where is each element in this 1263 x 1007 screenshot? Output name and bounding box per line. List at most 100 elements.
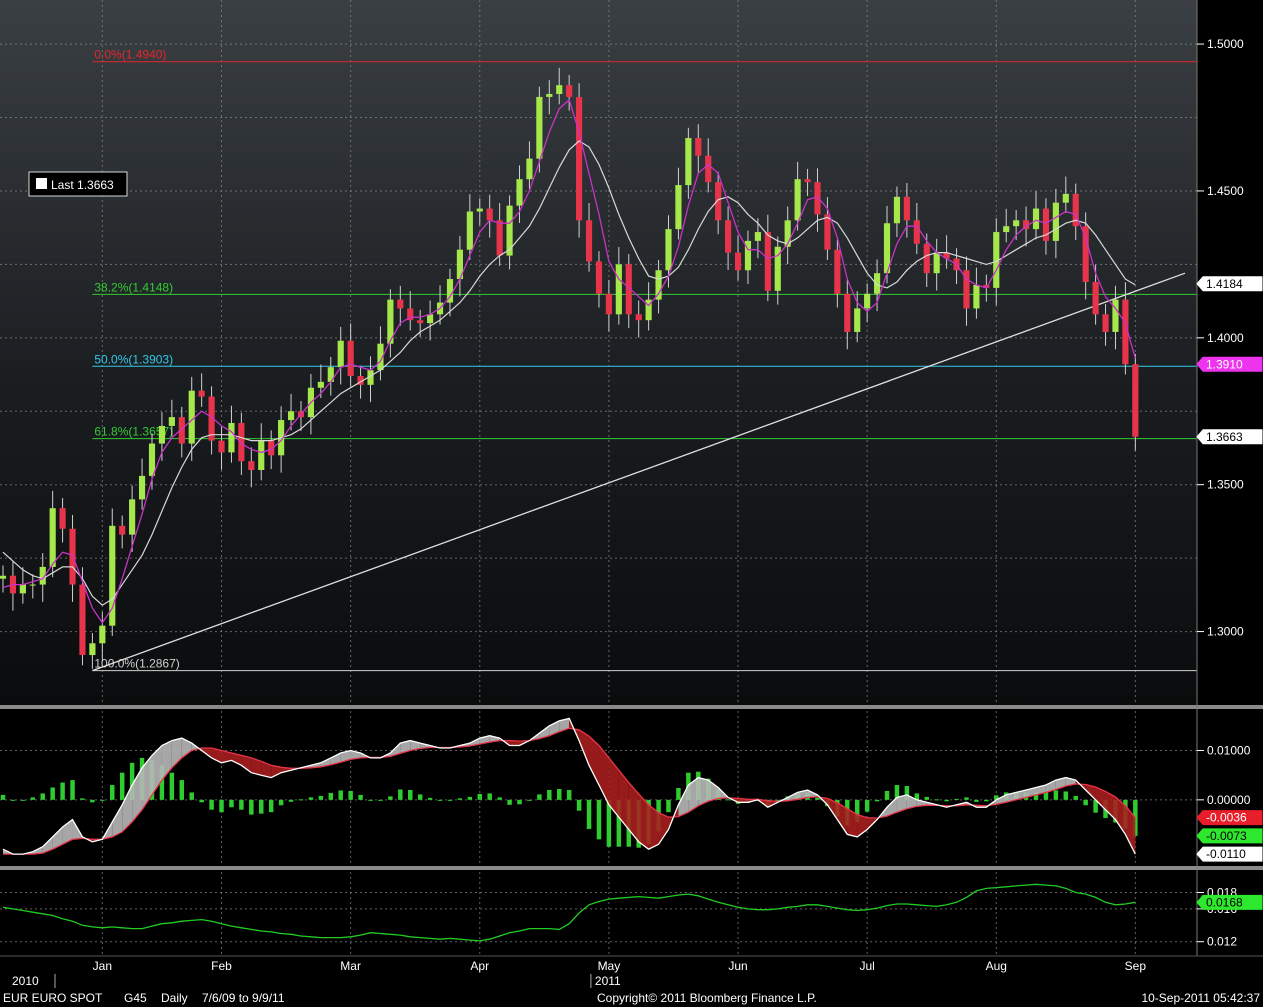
macd-ribbon-segment bbox=[251, 757, 262, 776]
macd-histogram-bar bbox=[507, 799, 512, 805]
candle-body bbox=[526, 158, 533, 180]
macd-histogram-bar bbox=[60, 782, 65, 800]
candle-body bbox=[824, 214, 831, 250]
macd-histogram-bar bbox=[427, 797, 433, 800]
y-value-tag bbox=[1196, 846, 1263, 862]
y-value-tag-label: 1.3663 bbox=[1206, 430, 1243, 444]
legend-box: Last 1.3663 bbox=[28, 171, 128, 197]
footer-period: Daily bbox=[161, 991, 188, 1005]
fib-label: 38.2%(1.4148) bbox=[94, 280, 173, 294]
macd-histogram-bar bbox=[904, 786, 910, 800]
candle-body bbox=[685, 138, 692, 186]
macd-histogram-bar bbox=[1093, 799, 1098, 813]
macd-ribbon-segment bbox=[638, 793, 649, 850]
macd-histogram-bar bbox=[457, 798, 463, 800]
candle-body bbox=[635, 314, 642, 321]
candle-body bbox=[893, 196, 901, 224]
y-tick-label: 1.4500 bbox=[1207, 184, 1244, 198]
volatility-line bbox=[2, 883, 1136, 942]
macd-histogram-bar bbox=[944, 799, 949, 802]
macd-ribbon-segment bbox=[887, 797, 897, 817]
macd-ribbon-segment bbox=[211, 748, 222, 763]
x-month-label: Jun bbox=[728, 959, 747, 973]
macd-histogram-bar bbox=[487, 793, 492, 800]
footer-security: EUR EURO SPOT bbox=[3, 991, 103, 1005]
y-tick-label: 1.3000 bbox=[1207, 625, 1244, 639]
macd-ribbon-segment bbox=[142, 755, 152, 810]
candle-body bbox=[516, 179, 523, 206]
macd-ribbon-segment bbox=[330, 752, 341, 765]
candle-body bbox=[1032, 208, 1040, 230]
macd-histogram-bar bbox=[517, 799, 522, 805]
candle-body bbox=[784, 220, 791, 247]
macd-histogram-bar bbox=[606, 799, 612, 847]
candle-body bbox=[963, 270, 970, 309]
macd-ribbon-segment bbox=[678, 785, 689, 817]
macd-histogram-bar bbox=[725, 799, 731, 801]
macd-histogram-bar bbox=[984, 799, 989, 802]
y-value-tag bbox=[1196, 894, 1263, 910]
candle-body bbox=[119, 525, 126, 535]
legend-label: Last 1.3663 bbox=[51, 178, 114, 192]
candle-body bbox=[476, 208, 483, 212]
macd-histogram-bar bbox=[0, 794, 6, 800]
candle-body bbox=[556, 85, 563, 94]
candle-body bbox=[615, 264, 622, 315]
candle-body bbox=[1062, 193, 1069, 203]
macd-histogram-bar bbox=[854, 799, 860, 823]
x-year-label: 2011 bbox=[595, 974, 621, 988]
macd-histogram-bar bbox=[864, 799, 870, 812]
macd-histogram-bar bbox=[547, 789, 552, 800]
candle-body bbox=[943, 252, 950, 259]
macd-histogram-bar bbox=[775, 799, 780, 801]
macd-histogram-bar bbox=[50, 787, 55, 800]
macd-ribbon-segment bbox=[539, 725, 550, 739]
macd-histogram-bar bbox=[388, 796, 393, 800]
macd-histogram-bar bbox=[924, 796, 929, 800]
macd-ribbon-segment bbox=[1095, 787, 1106, 810]
y-tick-label: 1.3500 bbox=[1207, 478, 1244, 492]
macd-histogram-bar bbox=[497, 797, 502, 800]
macd-histogram-bar bbox=[994, 795, 999, 800]
macd-ribbon-segment bbox=[52, 826, 63, 850]
macd-histogram-bar bbox=[666, 799, 671, 813]
macd-histogram-bar bbox=[80, 798, 85, 800]
macd-histogram-bar bbox=[159, 765, 165, 800]
x-month-label: Mar bbox=[340, 959, 361, 973]
macd-histogram-bar bbox=[537, 794, 542, 800]
candle-body bbox=[854, 308, 861, 332]
candle-body bbox=[566, 85, 573, 97]
macd-histogram-bar bbox=[268, 799, 274, 813]
macd-histogram-bar bbox=[1043, 792, 1049, 800]
macd-histogram-bar bbox=[90, 799, 95, 803]
macd-ribbon-segment bbox=[698, 777, 709, 806]
x-month-label: May bbox=[598, 959, 621, 973]
macd-ribbon-segment bbox=[857, 814, 868, 837]
macd-ribbon-segment bbox=[1045, 780, 1056, 793]
macd-line bbox=[2, 717, 1136, 855]
x-month-label: Jul bbox=[859, 959, 874, 973]
candle-body bbox=[1082, 226, 1089, 282]
candle-body bbox=[19, 584, 26, 594]
y-value-tag bbox=[1196, 828, 1263, 844]
macd-histogram-bar bbox=[1073, 795, 1078, 800]
candle-body bbox=[198, 390, 205, 397]
footer-timestamp: 10-Sep-2011 05:42:37 bbox=[1141, 991, 1260, 1005]
candle-body bbox=[764, 232, 771, 291]
macd-histogram-bar bbox=[40, 793, 45, 800]
macd-histogram-bar bbox=[1083, 799, 1088, 806]
candle-body bbox=[705, 155, 712, 183]
candle-body bbox=[89, 643, 96, 656]
candle-body bbox=[834, 249, 841, 294]
candle-body bbox=[973, 284, 980, 309]
candle-body bbox=[506, 205, 513, 256]
candle-body bbox=[1013, 220, 1020, 227]
macd-ribbon-segment bbox=[181, 738, 192, 758]
candle-body bbox=[774, 246, 781, 291]
macd-histogram-bar bbox=[328, 792, 334, 800]
candle-body bbox=[1022, 220, 1030, 230]
macd-ribbon-segment bbox=[1085, 784, 1096, 800]
macd-histogram-bar bbox=[209, 799, 214, 810]
y-value-tag-label: -0.0036 bbox=[1206, 811, 1247, 825]
